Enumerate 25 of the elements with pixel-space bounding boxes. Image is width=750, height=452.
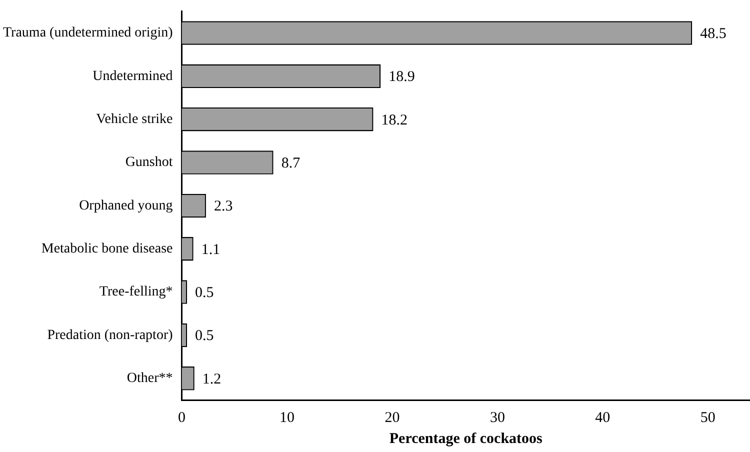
y-tick-label: Metabolic bone disease xyxy=(41,242,173,257)
y-tick-label: Other** xyxy=(126,371,173,386)
data-label: 48.5 xyxy=(700,26,726,42)
data-label: 0.5 xyxy=(195,328,214,344)
y-tick-label: Orphaned young xyxy=(79,198,173,214)
x-tick-label: 10 xyxy=(280,410,295,426)
y-tick-label: Trauma (undetermined origin) xyxy=(2,26,174,41)
x-tick-label: 0 xyxy=(178,410,186,426)
x-tick-label: 40 xyxy=(595,410,610,426)
x-tick-label: 30 xyxy=(490,410,505,426)
data-label: 18.9 xyxy=(388,69,415,86)
data-label: 0.5 xyxy=(195,284,214,301)
data-label: 2.3 xyxy=(214,198,233,215)
data-label: 18.2 xyxy=(381,112,408,128)
y-tick-label: Undetermined xyxy=(92,68,173,84)
x-tick-label: 20 xyxy=(384,410,400,426)
x-axis-title: Percentage of cockatoos xyxy=(389,430,543,447)
data-label: 1.2 xyxy=(202,371,222,388)
data-label: 8.7 xyxy=(281,155,301,172)
y-tick-label: Predation (non-raptor) xyxy=(47,328,174,343)
y-tick-label: Gunshot xyxy=(125,155,173,170)
data-label: 1.1 xyxy=(201,242,220,258)
x-tick-label: 50 xyxy=(700,410,716,426)
y-tick-label: Tree-felling* xyxy=(99,284,173,300)
y-tick-label: Vehicle strike xyxy=(96,112,173,128)
